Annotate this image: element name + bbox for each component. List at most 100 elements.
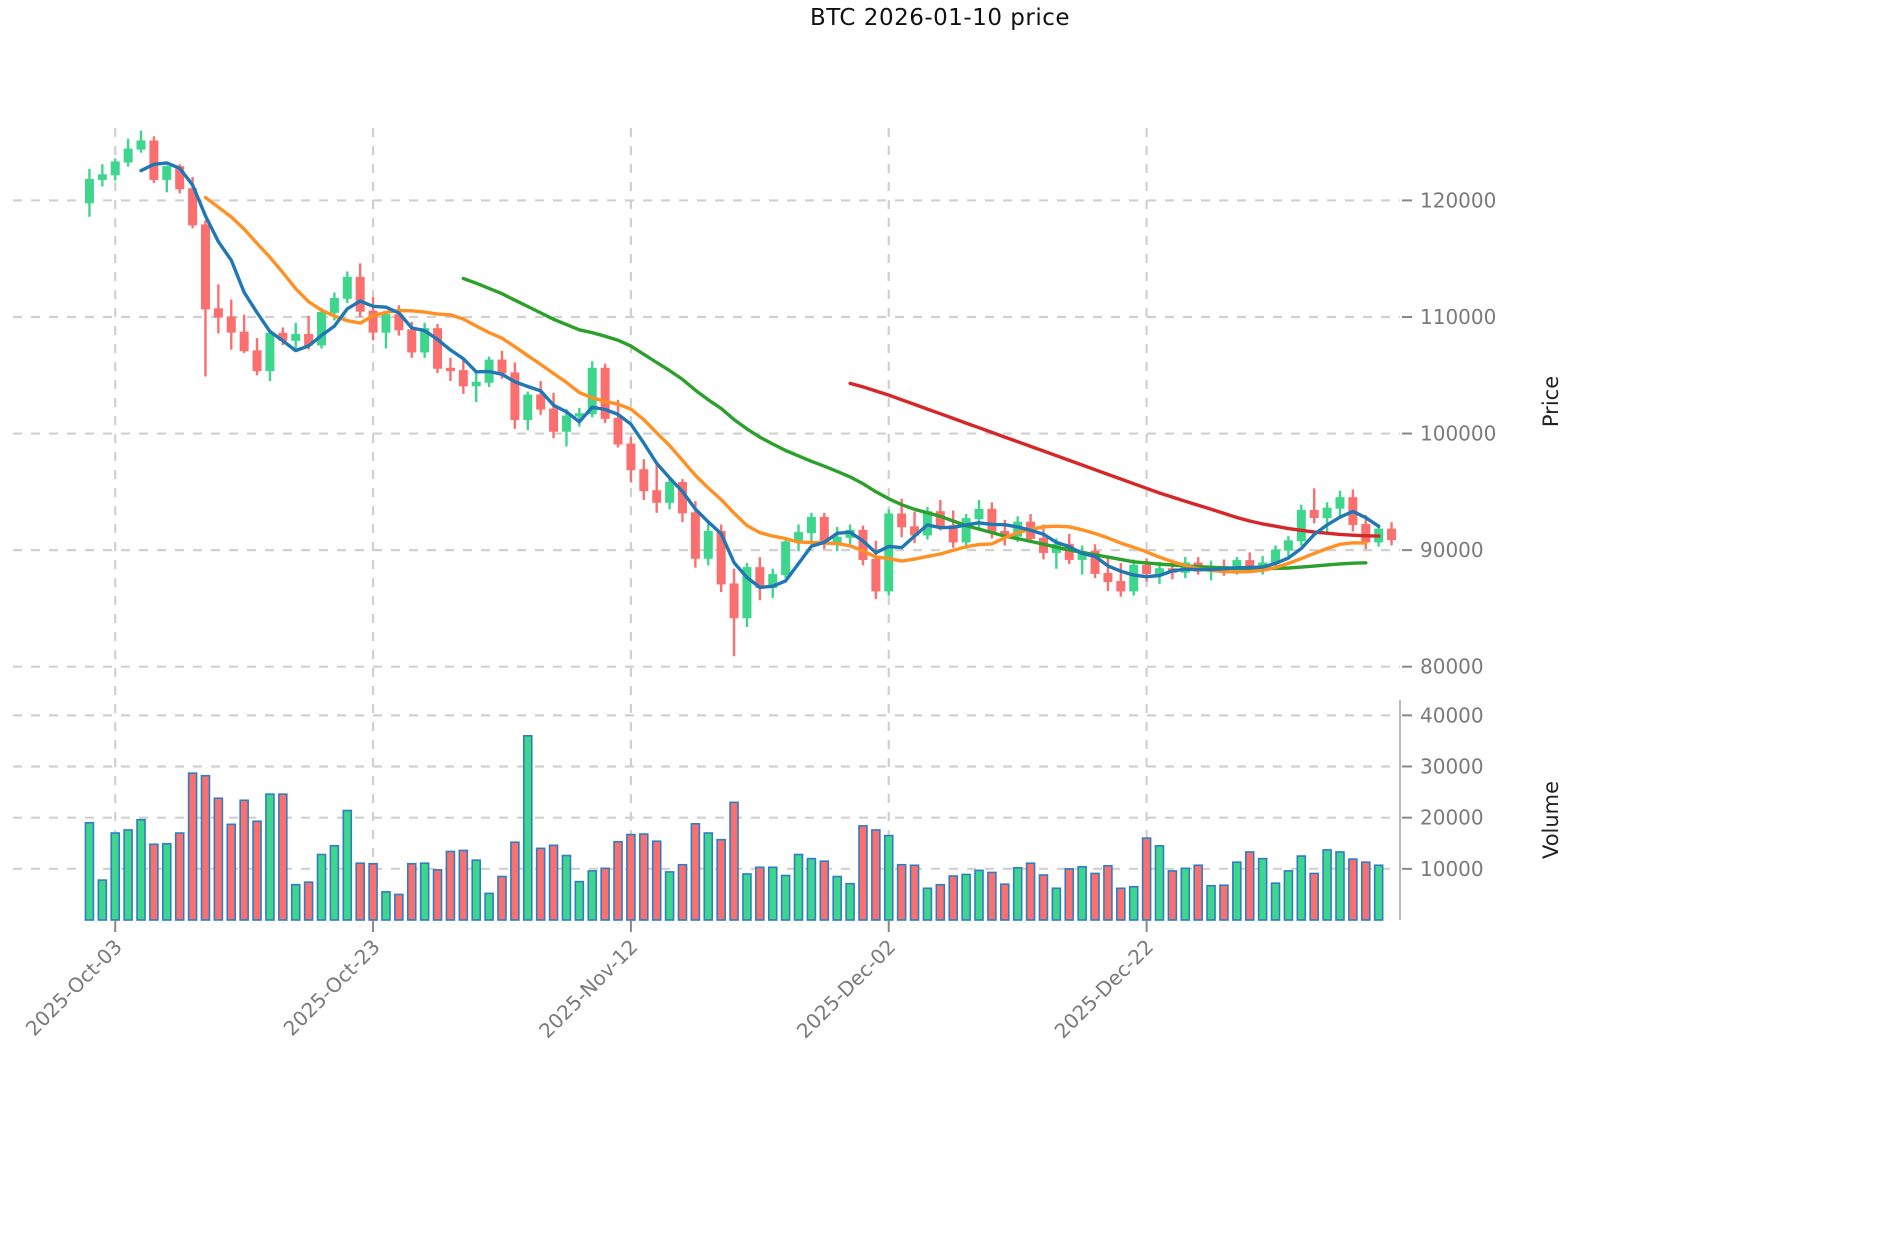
volume-bar	[651, 840, 662, 921]
volume-bar	[535, 847, 546, 921]
volume-bar	[1051, 887, 1062, 921]
volume-bar	[162, 842, 172, 921]
volume-bar	[858, 825, 868, 921]
volume-bar	[1373, 864, 1384, 921]
volume-tick-label: 40000	[1420, 703, 1484, 727]
volume-bar	[793, 853, 804, 921]
volume-bar	[948, 875, 959, 921]
candle-body	[123, 148, 133, 163]
candle-body	[871, 558, 881, 592]
volume-bar	[587, 870, 598, 921]
volume-bar	[200, 774, 211, 921]
volume-bar	[845, 882, 855, 921]
candle-body	[1322, 507, 1332, 518]
volume-bar	[484, 892, 494, 921]
candle-body	[1245, 560, 1255, 567]
volume-tick-label: 30000	[1420, 755, 1484, 779]
volume-bar	[767, 866, 778, 921]
candlesticks	[84, 130, 1397, 657]
candle-body	[639, 469, 649, 492]
candle-body	[433, 328, 443, 369]
candle-body	[961, 518, 971, 543]
volume-bar	[174, 832, 185, 921]
volume-bar	[703, 832, 714, 921]
volume-bars	[84, 735, 1384, 921]
candle-body	[213, 308, 223, 318]
candle-body	[471, 381, 481, 387]
price-tick-label: 100000	[1420, 422, 1496, 446]
candle-body	[97, 174, 107, 180]
volume-bar	[819, 860, 830, 921]
volume-bar	[1270, 882, 1281, 921]
volume-bar	[1090, 872, 1100, 921]
volume-bar	[1296, 855, 1307, 921]
volume-bar	[432, 869, 443, 921]
volume-bar	[1309, 872, 1319, 921]
volume-bar	[1077, 865, 1087, 921]
candle-body	[510, 372, 520, 421]
candle-body	[1387, 528, 1397, 541]
candle-body	[1296, 509, 1306, 542]
volume-bar	[1038, 874, 1049, 921]
volume-bar	[187, 772, 198, 921]
x-tick-label: 2025-Oct-23	[279, 935, 385, 1041]
candle-body	[987, 508, 997, 532]
volume-bar	[1103, 864, 1113, 921]
candle-body	[626, 443, 636, 471]
volume-bar	[883, 834, 894, 921]
candle-body	[497, 359, 507, 374]
price-tick-label: 110000	[1420, 305, 1496, 329]
volume-bar	[342, 809, 353, 921]
volume-bar	[806, 857, 817, 921]
candle-body	[574, 413, 584, 417]
candle-body	[1361, 523, 1371, 543]
candle-body	[1335, 497, 1345, 509]
x-tick-label: 2025-Nov-12	[534, 935, 642, 1043]
volume-bar	[303, 881, 314, 921]
candle-body	[703, 530, 713, 559]
candle-body	[1129, 564, 1139, 592]
candle-body	[561, 415, 571, 432]
volume-bar	[252, 820, 262, 921]
volume-bar	[406, 862, 417, 921]
volume-bar	[1064, 868, 1075, 921]
candle-body	[407, 329, 417, 353]
candle-body	[84, 178, 94, 204]
candle-body	[652, 490, 662, 503]
candle-body	[239, 331, 249, 352]
candle-body	[1142, 564, 1152, 574]
page-title: BTC 2026-01-10 price	[809, 5, 1071, 31]
volume-bar	[355, 862, 365, 921]
volume-bar	[664, 871, 675, 921]
candle-body	[536, 394, 546, 410]
candle-body	[265, 332, 275, 372]
candle-body	[162, 166, 172, 180]
volume-bar	[149, 843, 159, 921]
volume-bar	[1219, 884, 1229, 921]
volume-bar	[742, 873, 752, 921]
candle-body	[1283, 540, 1293, 551]
candle-body	[110, 161, 120, 176]
volume-tick-label: 10000	[1420, 857, 1484, 881]
moving-average-lines	[139, 161, 1381, 590]
candle-body	[587, 367, 597, 415]
volume-bar	[123, 829, 133, 921]
candle-body	[342, 276, 352, 299]
candle-body	[226, 316, 236, 333]
volume-bar	[961, 873, 971, 921]
volume-bar	[471, 859, 482, 921]
candle-body	[742, 567, 752, 619]
volume-bar	[780, 874, 791, 921]
candle-body	[1232, 560, 1242, 571]
volume-bar	[329, 845, 340, 921]
volume-bar	[987, 871, 997, 921]
candle-body	[781, 541, 791, 576]
volume-bar	[213, 797, 224, 921]
volume-bar	[522, 735, 533, 921]
volume-bar	[316, 853, 327, 921]
volume-bar	[368, 862, 378, 921]
volume-bar	[1116, 887, 1126, 921]
candle-body	[806, 516, 816, 534]
volume-bar	[510, 841, 520, 921]
volume-bar	[974, 869, 984, 921]
